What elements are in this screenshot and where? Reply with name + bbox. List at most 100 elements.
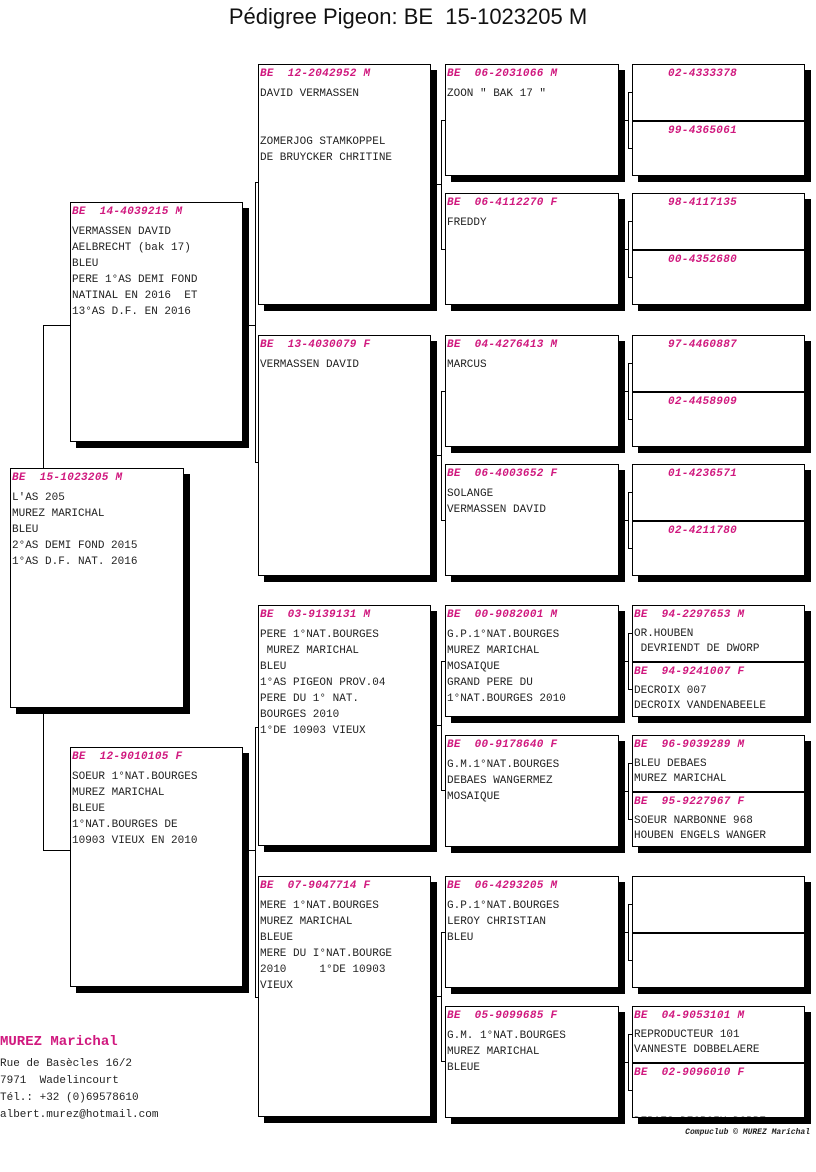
connector-line xyxy=(628,277,632,278)
connector-line xyxy=(628,548,632,549)
pigeon-info-line: BLEU xyxy=(447,932,474,944)
pigeon-card[interactable]: 97-4460887 xyxy=(632,335,805,392)
pigeon-info-line: MOSAIQUE xyxy=(447,791,500,803)
ring-number: BE 00-9082001 M xyxy=(447,609,558,621)
connector-line xyxy=(441,391,442,520)
connector-line xyxy=(628,92,632,93)
pigeon-card[interactable]: BE 12-2042952 M DAVID VERMASSEN ZOMERJOG S… xyxy=(258,64,431,305)
pigeon-card[interactable]: 02-4333378 xyxy=(632,64,805,121)
pigeon-info-line: MUREZ MARICHAL xyxy=(72,787,165,799)
pigeon-info-line: DEVRIENDT DE DWORP xyxy=(634,643,760,655)
connector-line xyxy=(628,633,632,634)
connector-line xyxy=(628,221,629,277)
footer-credit: Compuclub © MUREZ Marichal xyxy=(685,1128,810,1137)
connector-line xyxy=(628,633,629,689)
pigeon-card[interactable]: BE 95-9227967 F SOEUR NARBONNE 968 HOUBEN … xyxy=(632,792,805,847)
pigeon-card[interactable]: BE 06-4003652 F SOLANGE VERMASSEN DAVID xyxy=(445,464,619,576)
pigeon-info-line: MUREZ MARICHAL xyxy=(447,645,540,657)
pigeon-card[interactable] xyxy=(632,933,805,988)
ring-number: 99-4365061 xyxy=(668,125,738,137)
pigeon-card[interactable]: 98-4117135 xyxy=(632,193,805,250)
pigeon-info-line: G.M.1°NAT.BOURGES xyxy=(447,759,560,771)
pigeon-card[interactable]: 02-4211780 xyxy=(632,521,805,576)
connector-line xyxy=(628,763,629,819)
pigeon-info-line: HOUBEN ENGELS WANGER xyxy=(634,830,767,842)
pigeon-card[interactable]: BE 04-9053101 M REPRODUCTEUR 101 VANNESTE … xyxy=(632,1006,805,1063)
pigeon-card[interactable]: BE 96-9039289 M BLEU DEBAES MUREZ MARICHAL xyxy=(632,735,805,792)
connector-line xyxy=(431,184,441,185)
breeder-email: albert.murez@hotmail.com xyxy=(0,1109,159,1121)
pigeon-info-line xyxy=(634,1100,804,1115)
breeder-phone: Tél.: +32 (0)69578610 xyxy=(0,1092,139,1104)
pigeon-info-line: BLEU xyxy=(260,661,287,673)
pigeon-card[interactable]: BE 03-9139131 M PERE 1°NAT.BOURGES MUREZ … xyxy=(258,605,431,846)
connector-line xyxy=(628,92,629,148)
connector-line xyxy=(628,763,632,764)
ring-number: 98-4117135 xyxy=(668,197,738,209)
ring-number: BE 14-4039215 M xyxy=(72,206,183,218)
pigeon-card[interactable]: BE 00-9082001 M G.P.1°NAT.BOURGES MUREZ MA… xyxy=(445,605,619,717)
pigeon-card[interactable]: BE 06-4293205 M G.P.1°NAT.BOURGES LEROY CH… xyxy=(445,876,619,988)
pigeon-info-line: VIEUX xyxy=(260,980,294,992)
pigeon-info-line: NATINAL EN 2016 ET xyxy=(72,290,198,302)
connector-line xyxy=(255,727,256,997)
pigeon-info-line: DE BRUYCKER CHRITINE xyxy=(260,152,393,164)
pigeon-info-line: PERE DU 1° NAT. xyxy=(260,693,360,705)
pigeon-info-line: 10903 VIEUX EN 2010 xyxy=(72,835,198,847)
connector-line xyxy=(441,1061,445,1062)
ring-number: BE 06-4003652 F xyxy=(447,468,558,480)
connector-line xyxy=(43,850,70,851)
pigeon-info-line: BOURGES 2010 xyxy=(260,709,340,721)
connector-line xyxy=(628,689,632,690)
pigeon-card[interactable]: 02-4458909 xyxy=(632,392,805,447)
pigeon-info-line: 2010 1°DE 10903 xyxy=(260,964,386,976)
pigeon-info-line: BLEUE xyxy=(260,932,294,944)
pigeon-card[interactable]: 99-4365061 xyxy=(632,121,805,176)
ring-number: BE 13-4030079 F xyxy=(260,339,371,351)
pigeon-card[interactable]: BE 02-9096010 F DEBAES DECROIX DOBBE xyxy=(632,1063,805,1118)
pigeon-info-line: ZOON " BAK 17 " xyxy=(447,88,547,100)
ring-number xyxy=(634,935,804,955)
ring-number xyxy=(634,878,804,898)
pigeon-info-line: BLEU DEBAES xyxy=(634,758,707,770)
connector-line xyxy=(431,996,441,997)
pigeon-card[interactable]: BE 06-2031066 M ZOON " BAK 17 " xyxy=(445,64,619,176)
pigeon-info-line: PERE 1°AS DEMI FOND xyxy=(72,274,198,286)
pigeon-card[interactable]: BE 04-4276413 M MARCUS xyxy=(445,335,619,447)
pigeon-card[interactable]: BE 07-9047714 F MERE 1°NAT.BOURGES MUREZ M… xyxy=(258,876,431,1117)
pigeon-card[interactable]: BE 06-4112270 F FREDDY xyxy=(445,193,619,305)
ring-number: BE 06-4112270 F xyxy=(447,197,558,209)
pigeon-card[interactable]: BE 15-1023205 M L'AS 205 MUREZ MARICHAL BLE… xyxy=(10,468,184,708)
ring-number: BE 04-4276413 M xyxy=(447,339,558,351)
pigeon-card[interactable]: BE 14-4039215 M VERMASSEN DAVID AELBRECHT … xyxy=(70,202,243,442)
pigeon-info-line: ZOMERJOG STAMKOPPEL xyxy=(260,136,386,148)
pigeon-card[interactable]: BE 00-9178640 F G.M.1°NAT.BOURGES DEBAES W… xyxy=(445,735,619,847)
pigeon-card[interactable]: BE 94-2297653 M OR.HOUBEN DEVRIENDT DE DW… xyxy=(632,605,805,662)
ring-number: BE 95-9227967 F xyxy=(634,796,745,808)
pigeon-info-line: DEBAES DECROIX DOBBE xyxy=(634,1115,804,1117)
connector-line xyxy=(243,850,255,851)
connector-line xyxy=(441,932,445,933)
pigeon-card[interactable]: 00-4352680 xyxy=(632,250,805,305)
connector-line xyxy=(619,1062,628,1063)
pigeon-card[interactable]: BE 94-9241007 F DECROIX 007 DECROIX VANDEN… xyxy=(632,662,805,717)
pigeon-card[interactable] xyxy=(632,876,805,933)
pigeon-info-line: MUREZ MARICHAL xyxy=(634,773,727,785)
connector-line xyxy=(619,661,628,662)
pigeon-card[interactable]: BE 13-4030079 F VERMASSEN DAVID xyxy=(258,335,431,576)
pigeon-card[interactable]: BE 12-9010105 F SOEUR 1°NAT.BOURGES MUREZ … xyxy=(70,747,243,987)
pigeon-card[interactable]: 01-4236571 xyxy=(632,464,805,521)
pigeon-card[interactable]: BE 05-9099685 F G.M. 1°NAT.BOURGES MUREZ M… xyxy=(445,1006,619,1118)
connector-line xyxy=(441,249,445,250)
ring-number: 02-4333378 xyxy=(668,68,738,80)
pigeon-info-line: MUREZ MARICHAL xyxy=(12,508,105,520)
connector-line xyxy=(628,1034,632,1035)
pigeon-info-line: BLEU xyxy=(12,524,39,536)
pigeon-info-line: VERMASSEN DAVID xyxy=(72,226,172,238)
pigeon-info-line: 1°NAT.BOURGES DE xyxy=(72,819,178,831)
connector-line xyxy=(255,997,258,998)
connector-line xyxy=(243,325,255,326)
ring-number: BE 06-4293205 M xyxy=(447,880,558,892)
pigeon-info-line: GRAND PERE DU xyxy=(447,677,533,689)
pigeon-info-line: AELBRECHT (bak 17) xyxy=(72,242,191,254)
